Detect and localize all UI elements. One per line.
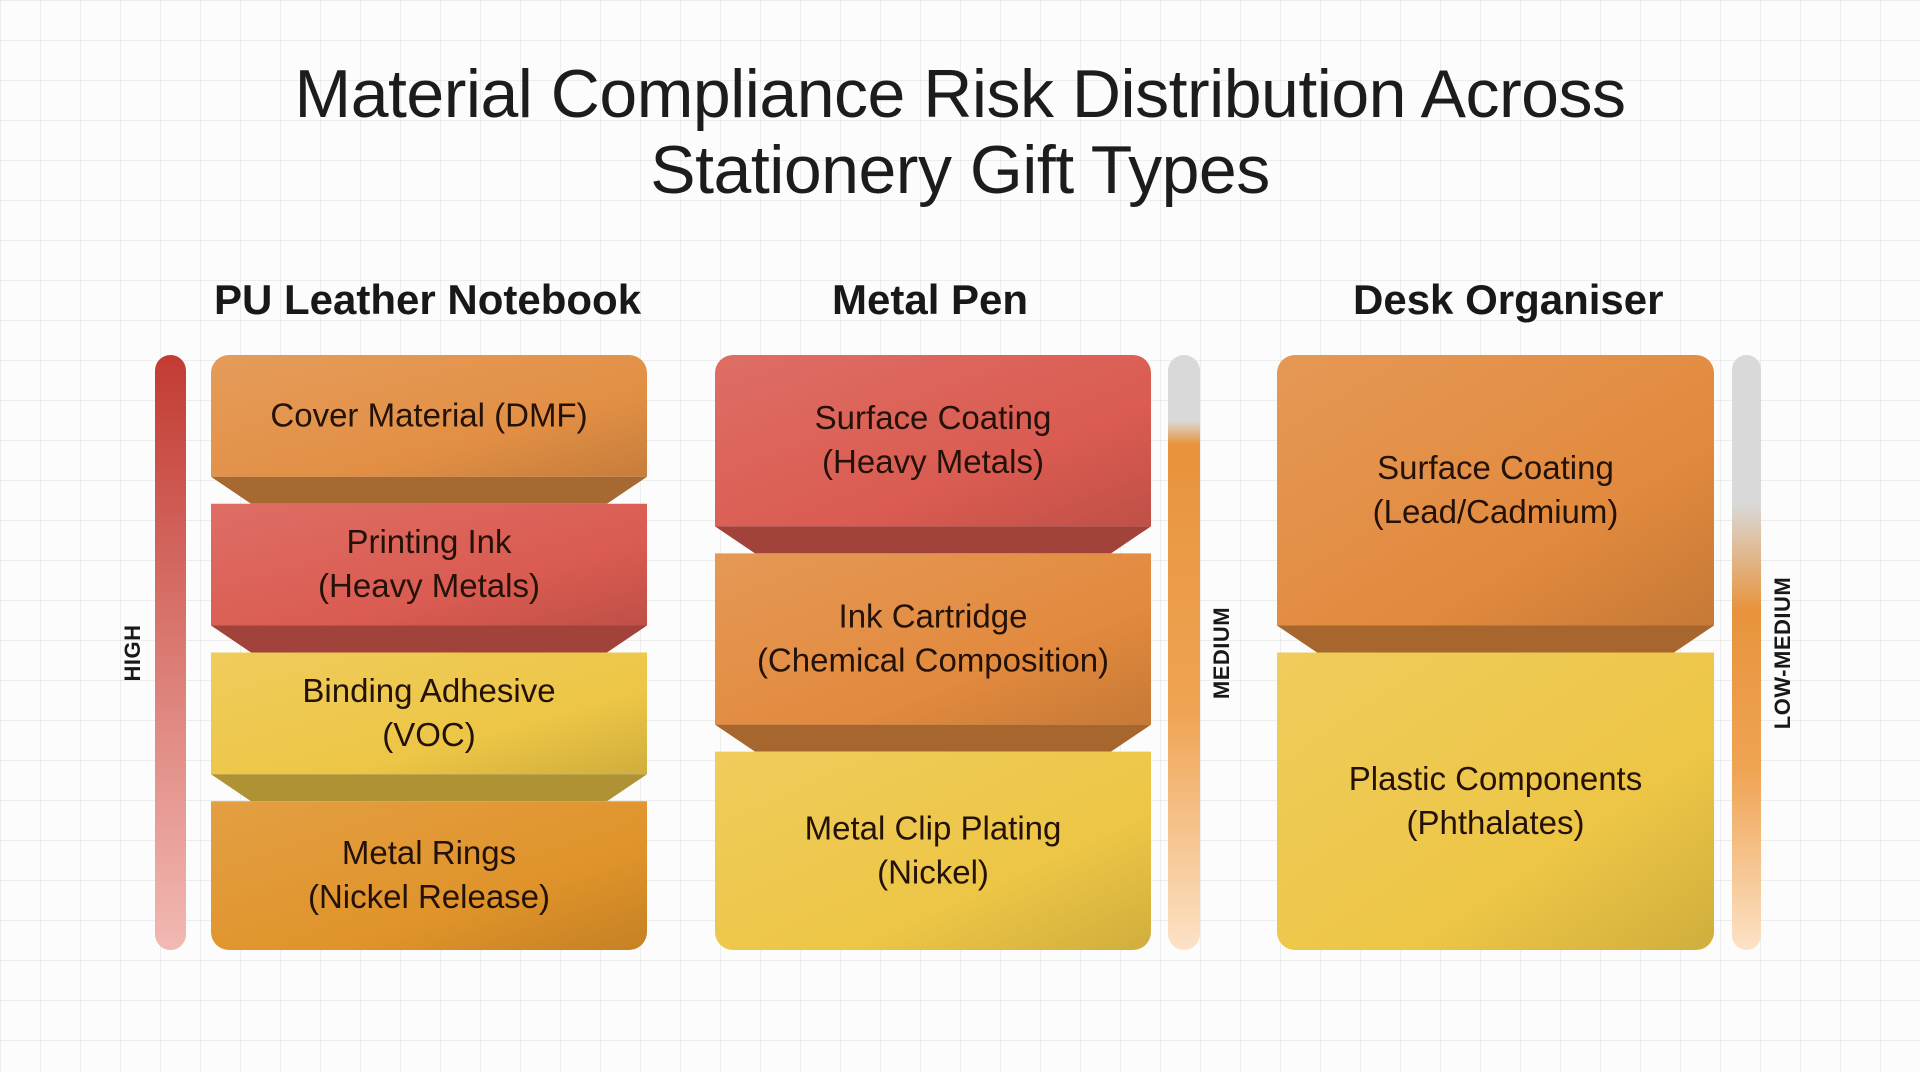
svg-text:Metal Rings: Metal Rings — [342, 834, 516, 871]
svg-text:(Heavy Metals): (Heavy Metals) — [822, 443, 1044, 480]
svg-text:Surface Coating: Surface Coating — [815, 399, 1052, 436]
svg-text:(Heavy Metals): (Heavy Metals) — [318, 567, 540, 604]
svg-text:Cover Material (DMF): Cover Material (DMF) — [270, 396, 587, 433]
svg-text:(Lead/Cadmium): (Lead/Cadmium) — [1373, 493, 1619, 530]
svg-text:(Chemical Composition): (Chemical Composition) — [757, 642, 1109, 679]
svg-text:(VOC): (VOC) — [382, 716, 476, 753]
svg-text:(Phthalates): (Phthalates) — [1407, 804, 1585, 841]
svg-text:Plastic Components: Plastic Components — [1349, 760, 1642, 797]
svg-text:Ink Cartridge: Ink Cartridge — [839, 598, 1028, 635]
svg-text:Binding Adhesive: Binding Adhesive — [302, 672, 555, 709]
svg-text:(Nickel): (Nickel) — [877, 853, 989, 890]
svg-text:Metal Clip Plating: Metal Clip Plating — [805, 809, 1062, 846]
svg-text:Surface Coating: Surface Coating — [1377, 449, 1614, 486]
svg-text:(Nickel Release): (Nickel Release) — [308, 878, 550, 915]
svg-text:Printing Ink: Printing Ink — [346, 523, 512, 560]
